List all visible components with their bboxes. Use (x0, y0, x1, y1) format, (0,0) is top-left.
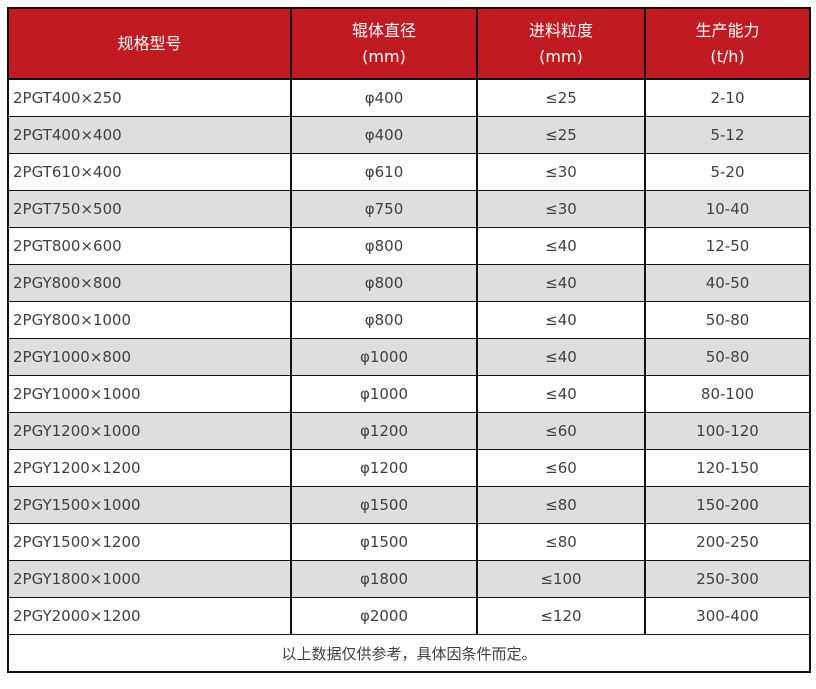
diameter-cell: φ800 (290, 264, 478, 302)
table-row: 2PGY800×800 φ800 ≤40 40-50 (7, 264, 811, 302)
model-cell: 2PGY1800×1000 (7, 560, 292, 598)
header-row: 规格型号 辊体直径 (mm) 进料粒度 (mm) 生产能力 (t/h) (7, 7, 811, 80)
capacity-cell: 300-400 (644, 597, 811, 635)
feed-size-cell: ≤25 (476, 78, 646, 117)
feed-size-cell: ≤25 (476, 116, 646, 154)
feed-size-cell: ≤120 (476, 597, 646, 635)
col-header-unit: (mm) (362, 46, 406, 66)
feed-size-cell: ≤60 (476, 412, 646, 450)
table-row: 2PGT800×600 φ800 ≤40 12-50 (7, 227, 811, 265)
col-header-unit: (t/h) (710, 46, 745, 66)
col-header-capacity: 生产能力 (t/h) (644, 7, 811, 80)
capacity-cell: 150-200 (644, 486, 811, 524)
feed-size-cell: ≤30 (476, 153, 646, 191)
model-cell: 2PGY1200×1000 (7, 412, 292, 450)
feed-size-cell: ≤80 (476, 486, 646, 524)
model-cell: 2PGY800×1000 (7, 301, 292, 339)
spec-table: 规格型号 辊体直径 (mm) 进料粒度 (mm) 生产能力 (t/h) 2PGT400×25… (7, 7, 811, 673)
capacity-cell: 2-10 (644, 78, 811, 117)
diameter-cell: φ800 (290, 301, 478, 339)
model-cell: 2PGT610×400 (7, 153, 292, 191)
diameter-cell: φ800 (290, 227, 478, 265)
table-row: 2PGT750×500 φ750 ≤30 10-40 (7, 190, 811, 228)
table-row: 2PGT400×250 φ400 ≤25 2-10 (7, 78, 811, 117)
capacity-cell: 80-100 (644, 375, 811, 413)
col-header-title: 辊体直径 (351, 20, 416, 40)
feed-size-cell: ≤60 (476, 449, 646, 487)
col-header-model: 规格型号 (7, 7, 292, 80)
table-row: 2PGY1000×800 φ1000 ≤40 50-80 (7, 338, 811, 376)
feed-size-cell: ≤40 (476, 338, 646, 376)
diameter-cell: φ1200 (290, 412, 478, 450)
capacity-cell: 10-40 (644, 190, 811, 228)
model-cell: 2PGY1500×1200 (7, 523, 292, 561)
table-row: 2PGY800×1000 φ800 ≤40 50-80 (7, 301, 811, 339)
feed-size-cell: ≤80 (476, 523, 646, 561)
feed-size-cell: ≤100 (476, 560, 646, 598)
diameter-cell: φ750 (290, 190, 478, 228)
table-row: 2PGY1200×1000 φ1200 ≤60 100-120 (7, 412, 811, 450)
model-cell: 2PGT400×250 (7, 78, 292, 117)
table-row: 2PGY2000×1200 φ2000 ≤120 300-400 (7, 597, 811, 635)
feed-size-cell: ≤40 (476, 375, 646, 413)
diameter-cell: φ1800 (290, 560, 478, 598)
col-header-roller-diameter: 辊体直径 (mm) (290, 7, 478, 80)
capacity-cell: 5-20 (644, 153, 811, 191)
model-cell: 2PGY800×800 (7, 264, 292, 302)
diameter-cell: φ400 (290, 116, 478, 154)
capacity-cell: 50-80 (644, 338, 811, 376)
feed-size-cell: ≤40 (476, 301, 646, 339)
table-footnote: 以上数据仅供参考，具体因条件而定。 (7, 634, 811, 673)
diameter-cell: φ400 (290, 78, 478, 117)
table-row: 2PGY1000×1000 φ1000 ≤40 80-100 (7, 375, 811, 413)
diameter-cell: φ1500 (290, 523, 478, 561)
table-row: 2PGY1200×1200 φ1200 ≤60 120-150 (7, 449, 811, 487)
model-cell: 2PGT800×600 (7, 227, 292, 265)
table-row: 2PGY1500×1200 φ1500 ≤80 200-250 (7, 523, 811, 561)
diameter-cell: φ1000 (290, 338, 478, 376)
footnote-row: 以上数据仅供参考，具体因条件而定。 (7, 634, 811, 673)
table-row: 2PGT610×400 φ610 ≤30 5-20 (7, 153, 811, 191)
table-row: 2PGY1800×1000 φ1800 ≤100 250-300 (7, 560, 811, 598)
capacity-cell: 40-50 (644, 264, 811, 302)
feed-size-cell: ≤40 (476, 227, 646, 265)
col-header-title: 进料粒度 (528, 20, 593, 40)
model-cell: 2PGY1000×1000 (7, 375, 292, 413)
model-cell: 2PGT750×500 (7, 190, 292, 228)
feed-size-cell: ≤30 (476, 190, 646, 228)
col-header-title: 生产能力 (695, 20, 760, 40)
model-cell: 2PGY1500×1000 (7, 486, 292, 524)
diameter-cell: φ1000 (290, 375, 478, 413)
capacity-cell: 200-250 (644, 523, 811, 561)
diameter-cell: φ1200 (290, 449, 478, 487)
capacity-cell: 120-150 (644, 449, 811, 487)
table-row: 2PGT400×400 φ400 ≤25 5-12 (7, 116, 811, 154)
model-cell: 2PGY1200×1200 (7, 449, 292, 487)
table-row: 2PGY1500×1000 φ1500 ≤80 150-200 (7, 486, 811, 524)
capacity-cell: 5-12 (644, 116, 811, 154)
col-header-feed-size: 进料粒度 (mm) (476, 7, 646, 80)
diameter-cell: φ610 (290, 153, 478, 191)
col-header-unit: (mm) (539, 46, 583, 66)
model-cell: 2PGY1000×800 (7, 338, 292, 376)
diameter-cell: φ2000 (290, 597, 478, 635)
capacity-cell: 250-300 (644, 560, 811, 598)
diameter-cell: φ1500 (290, 486, 478, 524)
capacity-cell: 12-50 (644, 227, 811, 265)
model-cell: 2PGT400×400 (7, 116, 292, 154)
feed-size-cell: ≤40 (476, 264, 646, 302)
capacity-cell: 100-120 (644, 412, 811, 450)
capacity-cell: 50-80 (644, 301, 811, 339)
model-cell: 2PGY2000×1200 (7, 597, 292, 635)
col-header-title: 规格型号 (117, 33, 182, 53)
